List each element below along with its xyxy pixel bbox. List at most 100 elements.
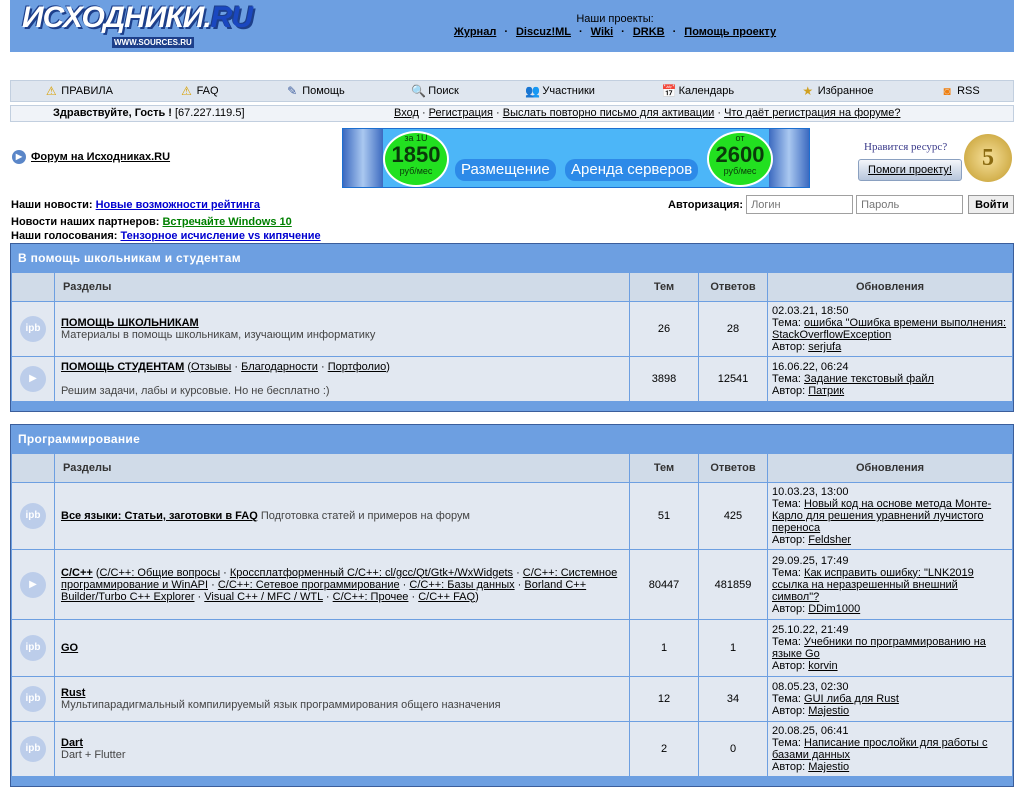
news-link[interactable]: Встречайте Windows 10 xyxy=(162,216,292,228)
account-link[interactable]: Выслать повторно письмо для активации xyxy=(502,107,715,119)
forum-name[interactable]: ПОМОЩЬ ШКОЛЬНИКАМ xyxy=(61,317,199,329)
last-update: 29.09.25, 17:49 Тема: Как исправить ошибк… xyxy=(767,549,1013,620)
nav-item-1[interactable]: ⚠ FAQ xyxy=(180,84,219,98)
price-small: за 1U xyxy=(404,133,428,143)
account-link[interactable]: Вход xyxy=(394,107,419,119)
password-input[interactable] xyxy=(856,195,964,214)
nav-item-6[interactable]: ★ Избранное xyxy=(801,84,874,98)
forum-name[interactable]: GO xyxy=(61,642,79,654)
topics-count: 80447 xyxy=(629,549,699,620)
subforum-link[interactable]: Visual C++ / MFC / WTL xyxy=(204,590,323,603)
nav-item-3[interactable]: 🔍 Поиск xyxy=(411,84,458,98)
category-title[interactable]: В помощь школьникам и студентам xyxy=(18,251,241,265)
news-label: Наши новости: xyxy=(11,199,93,211)
replies-count: 481859 xyxy=(698,549,768,620)
nav-label[interactable]: Помощь xyxy=(302,85,345,97)
subforum-link[interactable]: C/C++: Сетевое программирование xyxy=(217,578,400,591)
forum-row: ▶ C/C++ (C/C++: Общие вопросы · Кроссплат… xyxy=(11,549,1013,620)
last-update: 10.03.23, 13:00 Тема: Новый код на основе… xyxy=(767,482,1013,550)
news-link[interactable]: Тензорное исчисление vs кипячение xyxy=(120,230,321,242)
nav-item-5[interactable]: 📅 Календарь xyxy=(662,84,735,98)
category-footer xyxy=(11,402,1013,411)
separator: · xyxy=(492,107,503,119)
nav-label[interactable]: Избранное xyxy=(817,85,874,97)
forum-name[interactable]: Rust xyxy=(61,687,86,699)
project-link[interactable]: Помощь проекту xyxy=(684,26,777,38)
rss-icon: ◙ xyxy=(943,84,951,98)
author-link[interactable]: Feldsher xyxy=(808,534,852,546)
last-update: 02.03.21, 18:50 Тема: ошибка "Ошибка врем… xyxy=(767,301,1013,357)
nav-label[interactable]: ПРАВИЛА xyxy=(61,85,113,97)
author-link[interactable]: Majestio xyxy=(808,705,850,717)
nav-item-2[interactable]: ✎ Помощь xyxy=(285,84,345,98)
nav-item-4[interactable]: 👥 Участники xyxy=(525,84,595,98)
forum-name[interactable]: C/C++ xyxy=(61,566,93,579)
news-link[interactable]: Новые возможности рейтинга xyxy=(95,199,260,211)
author-link[interactable]: Majestio xyxy=(808,761,850,773)
last-topic-link[interactable]: ошибка "Ошибка времени выполнения: Stack… xyxy=(772,317,1007,341)
author-link[interactable]: Патрик xyxy=(808,385,845,397)
nav-label[interactable]: Календарь xyxy=(678,85,735,97)
news-line: Наши новости: Новые возможности рейтинга xyxy=(11,199,260,212)
subforum-link[interactable]: C/C++: Прочее xyxy=(332,590,409,603)
warning-icon: ⚠ xyxy=(181,84,192,98)
donate-button[interactable]: Помоги проекту! xyxy=(858,159,962,181)
subforum-link[interactable]: Кроссплатформенный C/C++: cl/gcc/Qt/Gtk+… xyxy=(229,566,514,579)
logo-subtitle: WWW.SOURCES.RU xyxy=(112,37,194,48)
price-unit: руб/мес xyxy=(723,166,757,176)
subforum-link[interactable]: Отзывы xyxy=(191,361,232,373)
last-update: 25.10.22, 21:49 Тема: Учебники по програм… xyxy=(767,619,1013,677)
subforum-link[interactable]: C/C++: Общие вопросы xyxy=(99,566,221,579)
subforum-link[interactable]: Borland C++ Builder/Turbo C++ Explorer xyxy=(61,578,587,603)
last-topic-link[interactable]: Учебники по программированию на языке Go xyxy=(772,636,986,660)
project-link[interactable]: Discuz!ML xyxy=(515,26,571,38)
subforum-link[interactable]: C/C++: Базы данных xyxy=(409,578,515,591)
price-big: 1850 xyxy=(391,142,441,167)
hosting-banner[interactable]: за 1U 1850 руб/мес от 2600 руб/мес Размещени… xyxy=(342,128,810,188)
nav-label[interactable]: Поиск xyxy=(428,85,459,97)
last-topic-link[interactable]: Написание прослойки для работы с базами … xyxy=(772,737,988,761)
forum-home-text[interactable]: Форум на Исходниках.RU xyxy=(31,151,171,163)
last-topic-link[interactable]: Задание текстовый файл xyxy=(804,373,934,385)
author-link[interactable]: DDim1000 xyxy=(808,602,861,615)
last-topic-link[interactable]: Новый код на основе метода Монте-Карло д… xyxy=(772,498,992,534)
forum-info: C/C++ (C/C++: Общие вопросы · Кроссплатф… xyxy=(54,549,630,620)
subforum-link[interactable]: Портфолио xyxy=(327,361,387,373)
author-label: Автор: xyxy=(772,602,806,615)
project-link[interactable]: DRKB xyxy=(632,26,665,38)
last-topic-link[interactable]: Как исправить ошибку: "LNK2019 ссылка на… xyxy=(772,566,974,603)
last-topic-link[interactable]: GUI либа для Rust xyxy=(804,693,899,705)
account-link[interactable]: Регистрация xyxy=(428,107,493,119)
author-link[interactable]: serjufa xyxy=(808,341,842,353)
site-logo[interactable]: ИСХОДНИКИ.RU xyxy=(22,1,253,34)
login-input[interactable] xyxy=(746,195,854,214)
ipb-forum-icon: ipb xyxy=(20,316,46,342)
project-link[interactable]: Журнал xyxy=(453,26,497,38)
subforum-link[interactable]: C/C++: Системное программирование и WinA… xyxy=(61,566,618,591)
forum-name[interactable]: ПОМОЩЬ СТУДЕНТАМ xyxy=(61,361,185,373)
author-link[interactable]: korvin xyxy=(808,660,838,672)
forum-table: Разделы Тем Ответов Обновления ipb ПОМОЩЬ ШКО… xyxy=(11,272,1013,402)
category-title[interactable]: Программирование xyxy=(18,432,141,446)
forum-info: ПОМОЩЬ ШКОЛЬНИКАМ Материалы в помощь школ… xyxy=(54,301,630,357)
account-link[interactable]: Что даёт регистрация на форуме? xyxy=(724,107,901,119)
last-author: Автор: Majestio xyxy=(772,705,1008,717)
forum-name[interactable]: Все языки: Статьи, заготовки в FAQ xyxy=(61,510,258,522)
last-author: Автор: DDim1000 xyxy=(772,603,1008,615)
project-link[interactable]: Wiki xyxy=(590,26,614,38)
forum-name[interactable]: Dart xyxy=(61,737,84,749)
donate-link[interactable]: Помоги проекту! xyxy=(868,164,952,176)
separator: · xyxy=(621,26,625,38)
nav-label[interactable]: RSS xyxy=(957,85,980,97)
forum-row: ipb Все языки: Статьи, заготовки в FAQ По… xyxy=(11,482,1013,550)
subforum-link[interactable]: Благодарности xyxy=(241,361,318,373)
nav-label[interactable]: FAQ xyxy=(196,85,219,97)
col-updates: Обновления xyxy=(767,453,1013,483)
forum-home-link[interactable]: ▶ Форум на Исходниках.RU xyxy=(12,150,170,164)
forum-status: ipb xyxy=(11,482,55,550)
login-button[interactable]: Войти xyxy=(968,195,1015,214)
nav-item-0[interactable]: ⚠ ПРАВИЛА xyxy=(44,84,113,98)
nav-label[interactable]: Участники xyxy=(542,85,595,97)
subforum-link[interactable]: C/C++ FAQ xyxy=(418,590,476,603)
nav-item-7[interactable]: ◙ RSS xyxy=(940,84,980,98)
